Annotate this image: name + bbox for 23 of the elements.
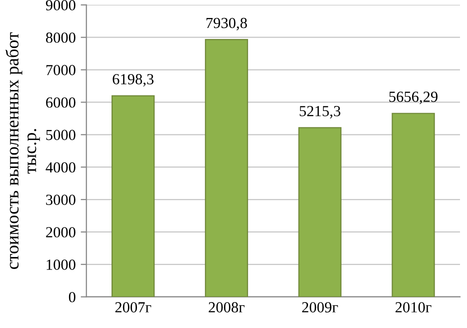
- y-tick-label: 2000: [46, 227, 76, 238]
- x-tick-label: 2009г: [302, 302, 338, 312]
- y-tick-label: 9000: [46, 0, 76, 10]
- data-label: 5215,3: [300, 106, 340, 118]
- bar: [298, 127, 342, 297]
- bar: [204, 39, 248, 297]
- x-tick-label: 2008г: [208, 302, 245, 312]
- bar: [392, 112, 435, 297]
- y-tick-label: 3000: [46, 194, 76, 205]
- data-label: 7930,8: [206, 18, 247, 30]
- y-tick-label: 6000: [46, 97, 76, 108]
- data-label: 6198,3: [112, 74, 154, 87]
- data-label: 5656,29: [389, 92, 438, 104]
- y-axis-title: стоимость выполненных работ тыс.р.: [5, 32, 40, 269]
- y-tick-label: 4000: [46, 162, 76, 173]
- bar: [112, 95, 155, 297]
- y-tick-label: 7000: [46, 64, 76, 76]
- y-tick-label: 1000: [46, 260, 76, 270]
- x-tick-label: 2010г: [396, 302, 432, 312]
- y-tick-label: 0: [68, 292, 76, 302]
- y-tick-label: 5000: [46, 130, 76, 140]
- y-tick-label: 8000: [46, 32, 76, 43]
- x-tick-label: 2007г: [115, 302, 152, 312]
